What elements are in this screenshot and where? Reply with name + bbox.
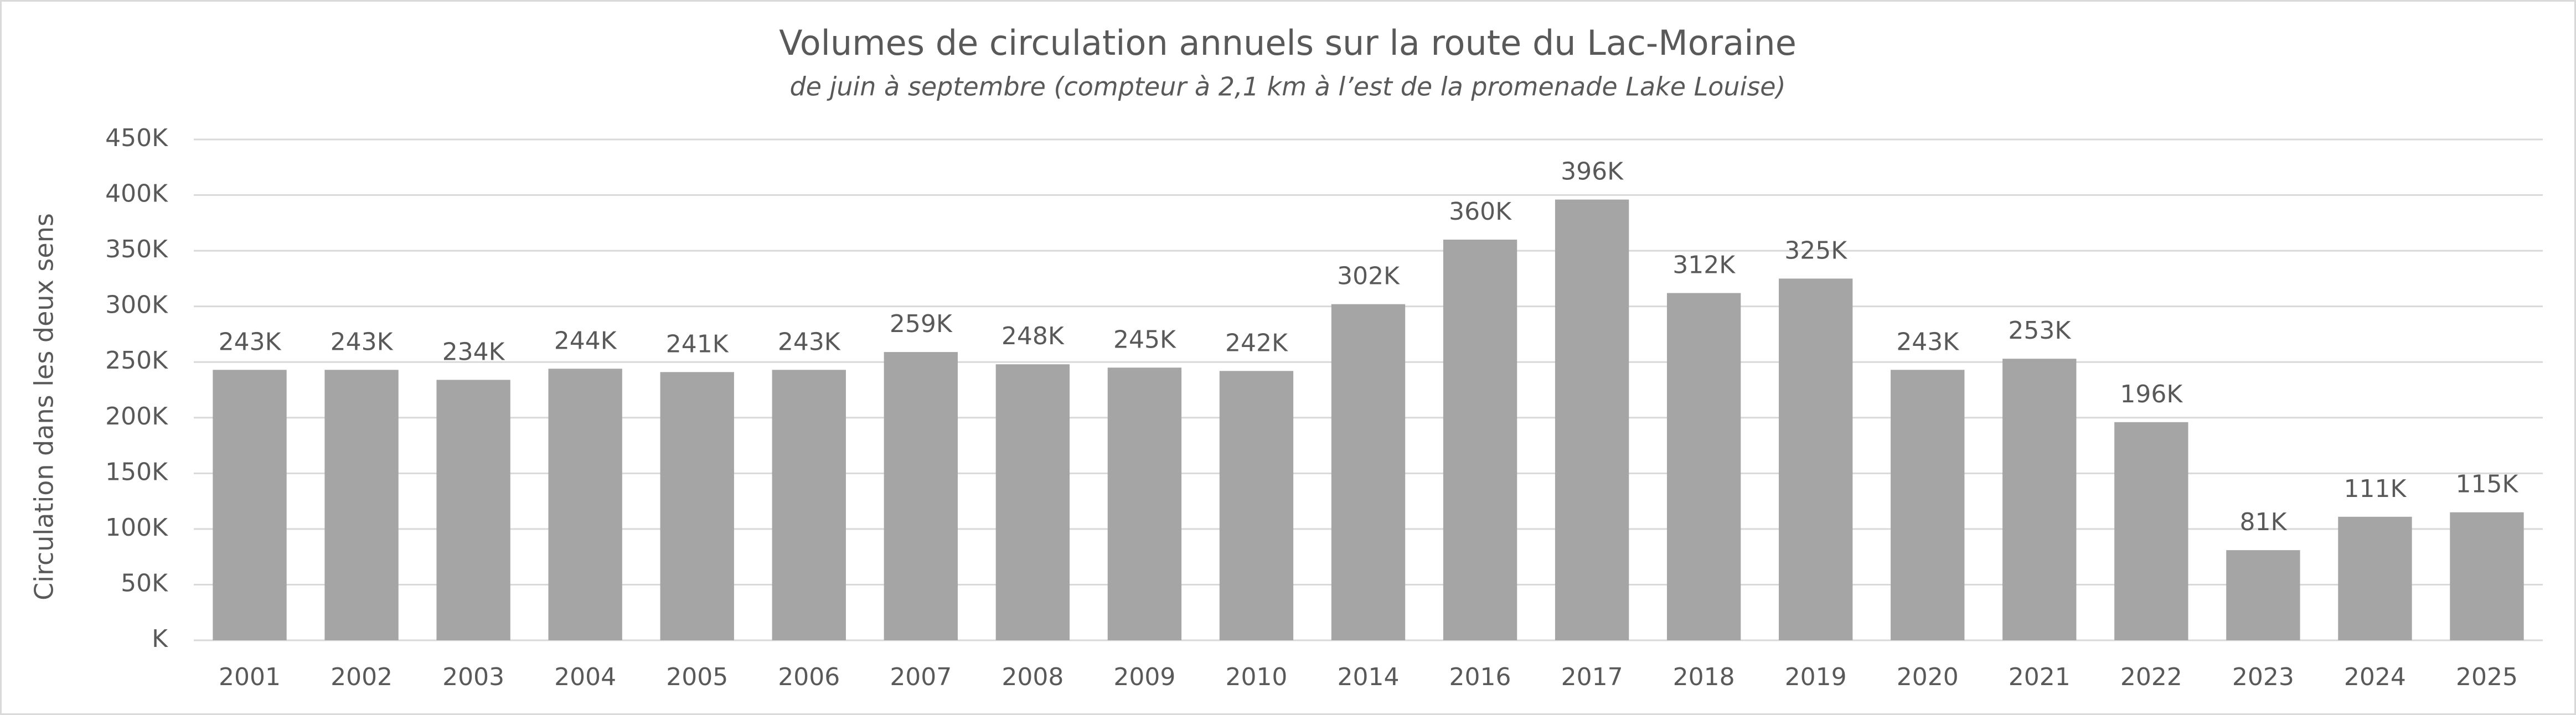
y-tick-label: K	[152, 625, 168, 653]
bar	[1891, 370, 1965, 640]
bar	[436, 380, 510, 640]
y-tick-label: 250K	[105, 346, 168, 375]
x-tick-label: 2023	[2232, 663, 2294, 691]
value-label: 243K	[331, 328, 394, 356]
value-label: 396K	[1561, 158, 1624, 186]
x-tick-label: 2025	[2456, 663, 2518, 691]
bar	[660, 372, 734, 640]
value-label: 81K	[2239, 508, 2287, 536]
x-tick-label: 2018	[1673, 663, 1735, 691]
x-tick-label: 2017	[1561, 663, 1623, 691]
x-tick-label: 2010	[1225, 663, 1287, 691]
x-tick-label: 2003	[442, 663, 504, 691]
y-tick-label: 150K	[105, 458, 168, 486]
x-tick-label: 2002	[331, 663, 393, 691]
value-label: 243K	[1896, 328, 1959, 356]
value-label: 253K	[2008, 317, 2071, 345]
y-tick-label: 100K	[105, 514, 168, 542]
y-tick-label: 350K	[105, 235, 168, 263]
x-tick-label: 2020	[1897, 663, 1959, 691]
x-tick-label: 2014	[1338, 663, 1400, 691]
x-tick-label: 2008	[1002, 663, 1064, 691]
value-label: 115K	[2456, 470, 2519, 499]
x-tick-label: 2001	[219, 663, 281, 691]
bar	[2450, 512, 2524, 640]
value-label: 243K	[778, 328, 841, 356]
value-label: 259K	[890, 310, 953, 338]
bar	[213, 370, 287, 640]
bar	[1443, 240, 1517, 640]
value-label: 244K	[554, 327, 617, 355]
chart-title: Volumes de circulation annuels sur la ro…	[779, 23, 1797, 63]
value-label: 312K	[1672, 251, 1736, 279]
value-label: 325K	[1784, 236, 1847, 265]
bar	[1666, 293, 1741, 640]
value-label: 302K	[1337, 262, 1400, 291]
bar	[324, 370, 399, 640]
y-tick-label: 200K	[105, 402, 168, 431]
x-tick-label: 2024	[2344, 663, 2406, 691]
x-tick-label: 2019	[1785, 663, 1847, 691]
bar	[772, 370, 846, 640]
x-tick-label: 2006	[778, 663, 840, 691]
value-label: 243K	[219, 328, 282, 356]
bar	[884, 352, 958, 640]
value-label: 248K	[1002, 322, 1065, 350]
x-tick-label: 2022	[2120, 663, 2182, 691]
x-tick-label: 2007	[890, 663, 952, 691]
bar	[1555, 199, 1629, 641]
x-tick-label: 2021	[2009, 663, 2071, 691]
bar	[1107, 367, 1182, 640]
value-label: 242K	[1225, 329, 1288, 357]
bar	[2338, 516, 2412, 640]
y-tick-label: 400K	[105, 180, 168, 208]
value-label: 360K	[1449, 198, 1512, 226]
value-label: 245K	[1113, 325, 1176, 354]
bar	[2114, 422, 2188, 640]
bar	[2226, 550, 2300, 640]
y-tick-label: 50K	[121, 569, 168, 597]
bar	[1779, 278, 1853, 640]
y-tick-label: 300K	[105, 291, 168, 319]
chart-subtitle: de juin à septembre (compteur à 2,1 km à…	[789, 72, 1785, 102]
value-label: 241K	[666, 330, 729, 358]
value-label: 196K	[2120, 380, 2183, 408]
bar	[1331, 304, 1406, 640]
x-tick-label: 2009	[1113, 663, 1175, 691]
bar	[548, 369, 622, 640]
bar	[2002, 359, 2077, 640]
value-label: 111K	[2344, 475, 2407, 503]
y-axis-title: Circulation dans les deux sens	[29, 213, 59, 600]
x-tick-label: 2005	[666, 663, 728, 691]
x-tick-label: 2004	[554, 663, 616, 691]
bar	[995, 364, 1070, 640]
y-tick-label: 450K	[105, 124, 168, 152]
x-tick-label: 2016	[1449, 663, 1511, 691]
bar	[1219, 371, 1294, 640]
value-label: 234K	[442, 338, 505, 366]
